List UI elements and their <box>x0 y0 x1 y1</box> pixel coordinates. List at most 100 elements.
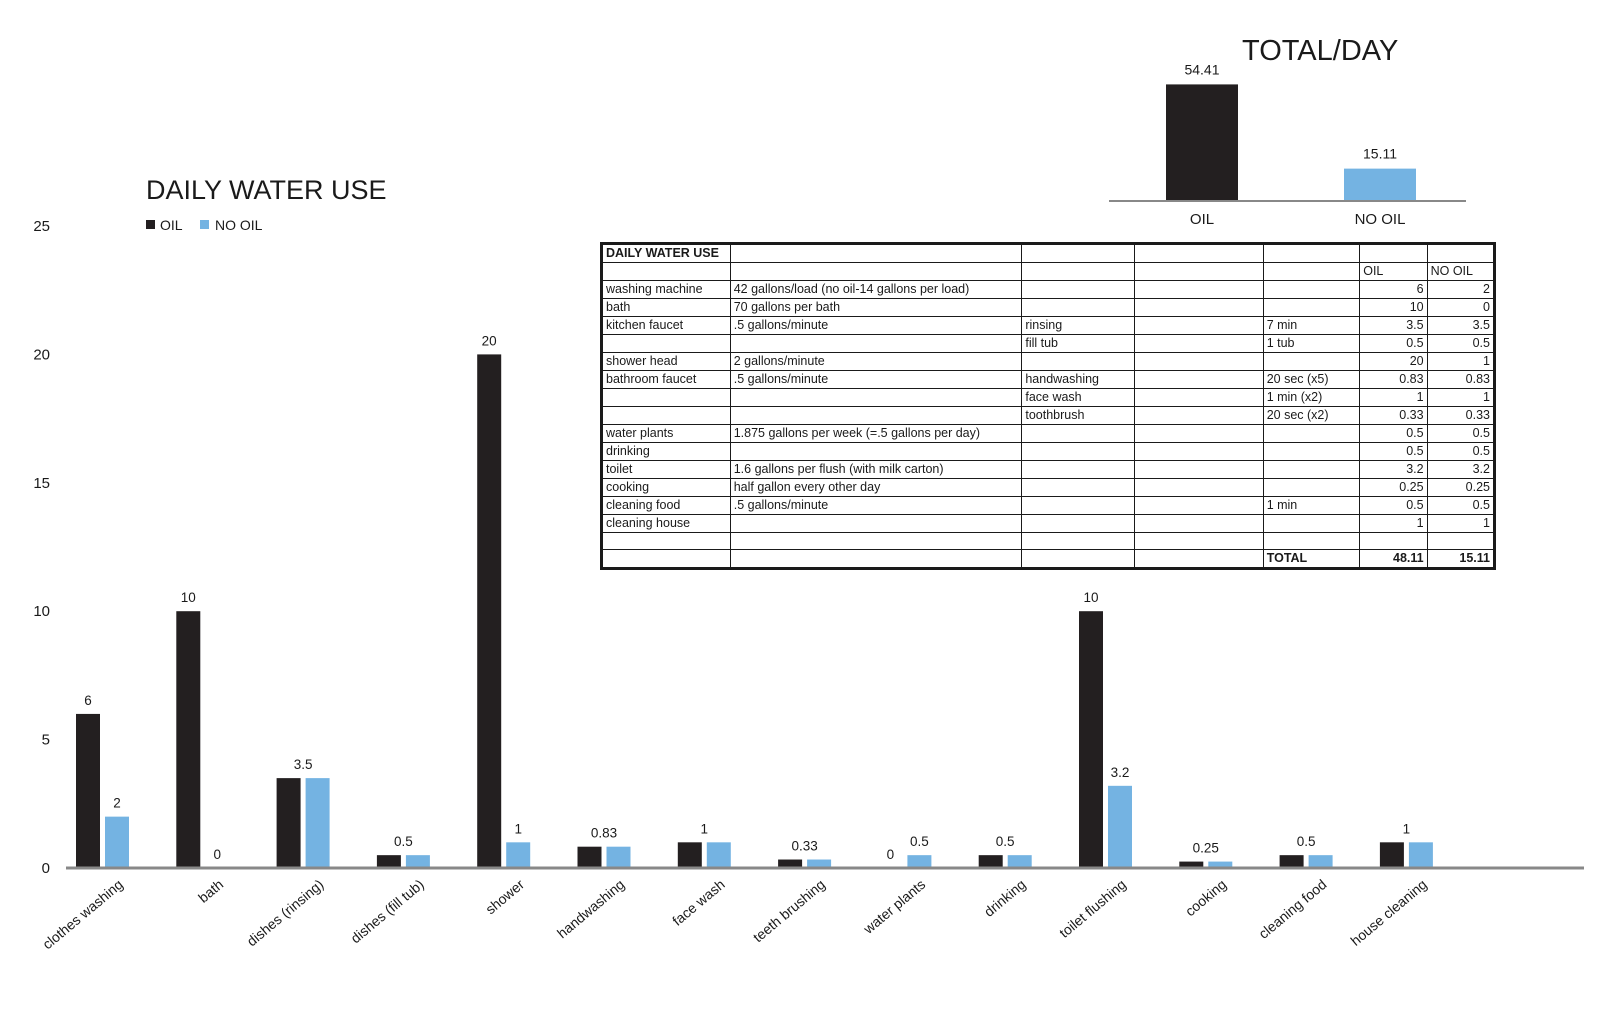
table-cell: bath <box>601 298 731 317</box>
data-label-drinking: 0.5 <box>996 834 1015 849</box>
table-cell <box>1133 316 1264 335</box>
table-cell: 0.25 <box>1426 478 1496 497</box>
bar-no-oil-water-plants <box>907 855 932 868</box>
bar-no-oil-clothes-washing <box>105 816 129 868</box>
table-cell <box>729 388 1023 407</box>
table-row: fill tub 1 tub 0.5 0.5 <box>601 334 1496 353</box>
bar-oil-drinking <box>978 855 1003 868</box>
table-cell: 20 sec (x5) <box>1262 370 1361 389</box>
total-label: TOTAL <box>1262 549 1361 569</box>
data-label-handwashing: 0.83 <box>591 826 617 841</box>
legend-swatch-oil <box>146 220 155 229</box>
x-tick-label-clothes-washing: clothes washing <box>39 876 126 952</box>
bar-oil-cooking <box>1179 861 1204 868</box>
legend-label-no-oil: NO OIL <box>215 217 263 233</box>
x-tick-label-teeth-brushing: teeth brushing <box>750 876 828 945</box>
table-row: face wash 1 min (x2) 1 1 <box>601 388 1496 407</box>
bar-oil-dishes-rinsing <box>276 778 301 868</box>
table-row: cleaning food .5 gallons/minute 1 min 0.5 0.… <box>601 496 1496 515</box>
table-cell: 6 <box>1359 280 1428 299</box>
table-cell: 1 <box>1426 388 1496 407</box>
y-tick-label: 10 <box>33 603 50 620</box>
x-tick-label-dishes-fill-tub: dishes (fill tub) <box>347 876 426 946</box>
table-title-row: DAILY WATER USE <box>601 243 1496 263</box>
table-cell <box>1133 406 1264 425</box>
table-cell <box>1262 424 1361 443</box>
bar-oil-bath <box>176 611 201 868</box>
table-cell: .5 gallons/minute <box>729 316 1023 335</box>
table-cell: 1.875 gallons per week (=.5 gallons per … <box>729 424 1023 443</box>
table-cell: shower head <box>601 352 731 371</box>
table-cell <box>1262 514 1361 533</box>
table-cell <box>1133 370 1264 389</box>
table-cell: 0.5 <box>1359 424 1428 443</box>
legend-label-oil: OIL <box>160 217 183 233</box>
data-label-oil-shower: 20 <box>482 333 497 348</box>
data-label-oil-toilet-flushing: 10 <box>1083 590 1098 605</box>
table-cell <box>1021 514 1135 533</box>
table-cell <box>1262 280 1361 299</box>
bar-no-oil-shower <box>506 842 531 868</box>
table-cell: 42 gallons/load (no oil-14 gallons per l… <box>729 280 1023 299</box>
bar-no-oil-drinking <box>1007 855 1032 868</box>
bar-oil-toilet-flushing <box>1079 611 1103 868</box>
table-cell: 10 <box>1359 298 1428 317</box>
table-cell: 0.33 <box>1359 406 1428 425</box>
table-cell: 3.5 <box>1359 316 1428 335</box>
bar-no-oil-dishes-fill-tub <box>405 855 430 868</box>
table-row: cooking half gallon every other day 0.25 0.… <box>601 478 1496 497</box>
table-row: bathroom faucet .5 gallons/minute handwash… <box>601 370 1496 389</box>
y-tick-label: 15 <box>33 475 50 492</box>
table-row: toilet 1.6 gallons per flush (with milk c… <box>601 460 1496 479</box>
table-cell <box>1133 388 1264 407</box>
total-no-oil: 15.11 <box>1426 549 1496 569</box>
y-tick-label: 5 <box>42 732 50 749</box>
y-tick-label: 20 <box>33 346 50 363</box>
bar-no-oil-cooking <box>1208 861 1233 868</box>
table-cell: 3.2 <box>1426 460 1496 479</box>
data-label-house-cleaning: 1 <box>1403 821 1411 836</box>
table-cell <box>1133 478 1264 497</box>
table-cell <box>729 442 1023 461</box>
table-cell: half gallon every other day <box>729 478 1023 497</box>
data-label-teeth-brushing: 0.33 <box>791 839 817 854</box>
table-cell: 1 <box>1426 514 1496 533</box>
table-cell: 0.83 <box>1359 370 1428 389</box>
main-chart-title: DAILY WATER USE <box>146 175 387 205</box>
table-cell: 0.25 <box>1359 478 1428 497</box>
bar-no-oil-dishes-rinsing <box>305 778 330 868</box>
table-cell <box>1021 352 1135 371</box>
table-cell <box>1133 298 1264 317</box>
y-axis-ticks: 25 20 15 10 5 0 <box>33 218 50 877</box>
table-cell: 1 min <box>1262 496 1361 515</box>
table-cell <box>1021 424 1135 443</box>
table-row: cleaning house 1 1 <box>601 514 1496 533</box>
table-cell <box>1133 442 1264 461</box>
bar-no-oil-handwashing <box>606 846 631 868</box>
table-cell: 2 gallons/minute <box>729 352 1023 371</box>
table-cell: rinsing <box>1021 316 1135 335</box>
data-label-no-oil-clothes-washing: 2 <box>113 796 121 811</box>
table-cell: 20 sec (x2) <box>1262 406 1361 425</box>
x-tick-label-dishes-rinsing: dishes (rinsing) <box>244 876 327 949</box>
data-label-cooking: 0.25 <box>1193 841 1219 856</box>
table-cell: 1 <box>1426 352 1496 371</box>
table-cell: cleaning food <box>601 496 731 515</box>
table-cell <box>729 334 1023 353</box>
table-cell: 0 <box>1426 298 1496 317</box>
x-tick-label-bath: bath <box>195 876 226 906</box>
x-tick-label-water-plants: water plants <box>859 876 928 937</box>
table-cell: 1 <box>1359 388 1428 407</box>
x-tick-label-toilet-flushing: toilet flushing <box>1056 876 1129 941</box>
table-cell: 1.6 gallons per flush (with milk carton) <box>729 460 1023 479</box>
bar-oil-house-cleaning <box>1379 842 1404 868</box>
table-row: kitchen faucet .5 gallons/minute rinsing 7 … <box>601 316 1496 335</box>
table-cell: toothbrush <box>1021 406 1135 425</box>
table-row: water plants 1.875 gallons per week (=.5 … <box>601 424 1496 443</box>
data-label-dishes-rinsing: 3.5 <box>294 757 313 772</box>
table-cell: 0.5 <box>1426 334 1496 353</box>
main-chart-legend: OIL NO OIL <box>146 217 263 233</box>
legend-swatch-no-oil <box>200 220 209 229</box>
table-total-row: TOTAL 48.11 15.11 <box>601 549 1496 569</box>
table-cell <box>1133 496 1264 515</box>
